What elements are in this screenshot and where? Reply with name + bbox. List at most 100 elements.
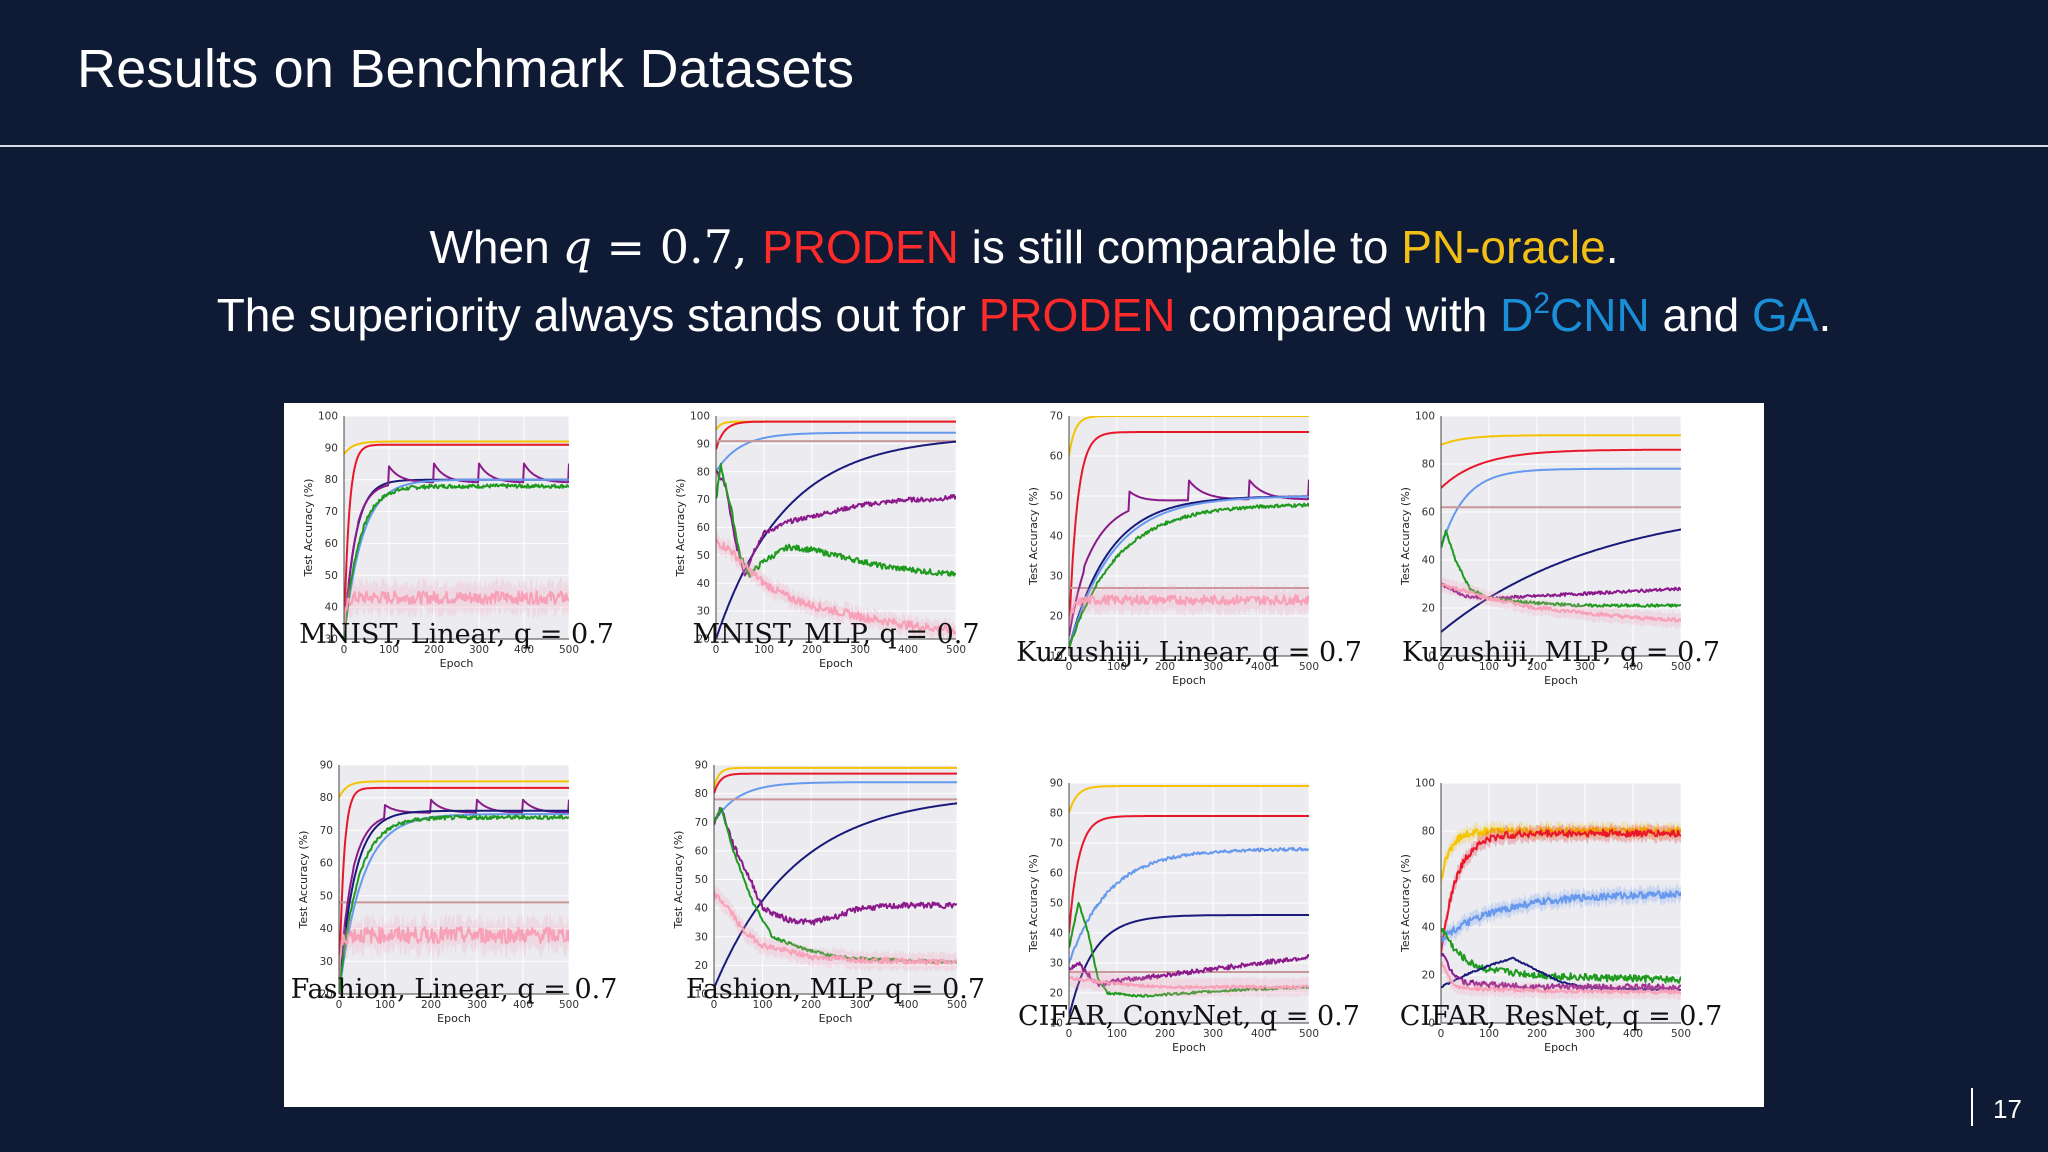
y-tick-label: 70 <box>320 825 333 837</box>
series-line-pink <box>714 891 957 966</box>
series-line-red <box>1069 431 1309 637</box>
y-tick-label: 70 <box>695 817 708 829</box>
chart-4: 0 20 40 60 80 100 0 100 200 300 400 500 Epoch Test Ac… <box>1399 411 1720 688</box>
subtitle-line-2: The superiority always stands out for PR… <box>0 288 2048 342</box>
x-tick-label: 200 <box>421 999 441 1011</box>
chart-caption: Kuzushiji, Linear, q = 0.7 <box>1016 637 1362 668</box>
x-tick-label: 300 <box>1203 661 1223 673</box>
y-tick-label: 0 <box>1428 651 1435 663</box>
chart-8: 0 20 40 60 80 100 0 100 200 300 400 500 Epoch Test Ac… <box>1399 778 1722 1055</box>
series-line-yellow <box>339 780 569 799</box>
x-axis-label: Epoch <box>1172 674 1206 687</box>
series-band-pink <box>1441 575 1681 629</box>
x-tick-label: 400 <box>514 644 534 656</box>
math-equals: = 0.7, <box>591 220 763 274</box>
x-tick-label: 0 <box>341 644 348 656</box>
series-line-pink <box>716 538 956 635</box>
series-line-navy <box>339 809 569 994</box>
x-tick-label: 500 <box>946 644 966 656</box>
y-tick-label: 40 <box>325 602 338 614</box>
y-tick-label: 100 <box>318 411 338 423</box>
y-tick-label: 40 <box>697 578 710 590</box>
pn-oracle-label: PN-oracle <box>1401 221 1606 273</box>
y-tick-label: 70 <box>1050 411 1063 423</box>
page-number-divider <box>1971 1088 1973 1126</box>
series-group <box>1441 820 1681 1001</box>
y-tick-label: 90 <box>697 438 710 450</box>
y-axis-label: Test Accuracy (%) <box>297 831 310 930</box>
chart-6: 10 20 30 40 50 60 70 80 90 0 100 200 300 400 500 Epoch T… <box>672 760 985 1026</box>
series-line-green <box>339 814 569 994</box>
subtitle-text: The superiority always stands out for <box>216 289 979 341</box>
x-tick-label: 500 <box>1299 1028 1319 1040</box>
slide-title: Results on Benchmark Datasets <box>77 39 855 99</box>
y-tick-label: 80 <box>1050 808 1063 820</box>
series-band-pink <box>714 883 957 974</box>
x-tick-label: 500 <box>1671 661 1691 673</box>
series-line-red <box>1069 815 1309 934</box>
x-tick-label: 0 <box>1438 1028 1445 1040</box>
x-tick-label: 200 <box>1527 1028 1547 1040</box>
y-tick-label: 80 <box>320 792 333 804</box>
y-tick-label: 70 <box>697 494 710 506</box>
chart-caption: MNIST, Linear, q = 0.7 <box>299 619 614 650</box>
y-tick-label: 20 <box>1422 970 1435 982</box>
y-tick-label: 30 <box>325 634 338 646</box>
y-tick-label: 30 <box>697 606 710 618</box>
subtitle-text: compared with <box>1175 289 1501 341</box>
plot-area <box>1441 416 1681 656</box>
series-line-green <box>1069 502 1309 648</box>
y-tick-label: 20 <box>697 634 710 646</box>
y-axis-label: Test Accuracy (%) <box>1399 854 1412 953</box>
x-tick-label: 200 <box>802 644 822 656</box>
y-tick-label: 10 <box>695 989 708 1001</box>
y-tick-label: 50 <box>695 874 708 886</box>
x-tick-label: 0 <box>1438 661 1445 673</box>
subtitle-line-1: When q = 0.7, PRODEN is still comparable… <box>0 220 2048 274</box>
series-line-pink <box>1441 582 1681 623</box>
chart-caption: Kuzushiji, MLP, q = 0.7 <box>1402 637 1720 668</box>
y-tick-label: 100 <box>690 411 710 423</box>
y-tick-label: 70 <box>1050 838 1063 850</box>
x-axis-label: Epoch <box>440 657 474 670</box>
chart-caption: Fashion, Linear, q = 0.7 <box>291 974 618 1005</box>
x-tick-label: 100 <box>375 999 395 1011</box>
x-tick-label: 200 <box>1155 661 1175 673</box>
y-tick-label: 0 <box>1428 1018 1435 1030</box>
x-tick-label: 100 <box>1479 661 1499 673</box>
x-tick-label: 500 <box>1299 661 1319 673</box>
chart-caption: CIFAR, ResNet, q = 0.7 <box>1400 1001 1723 1032</box>
y-tick-label: 90 <box>325 442 338 454</box>
series-line-yellow <box>1069 785 1309 814</box>
y-tick-label: 30 <box>320 956 333 968</box>
y-tick-label: 60 <box>1050 451 1063 463</box>
y-tick-label: 80 <box>695 788 708 800</box>
x-tick-label: 400 <box>1623 1028 1643 1040</box>
x-tick-label: 100 <box>1107 661 1127 673</box>
y-tick-label: 60 <box>1422 874 1435 886</box>
y-tick-label: 80 <box>697 466 710 478</box>
y-axis-label: Test Accuracy (%) <box>1027 487 1040 586</box>
series-line-red <box>1441 828 1681 954</box>
x-tick-label: 200 <box>1155 1028 1175 1040</box>
series-group <box>339 780 569 994</box>
y-tick-label: 30 <box>1050 958 1063 970</box>
x-tick-label: 200 <box>1527 661 1547 673</box>
x-tick-label: 400 <box>1251 1028 1271 1040</box>
page-number: 17 <box>1993 1094 2022 1124</box>
y-tick-label: 50 <box>697 550 710 562</box>
y-tick-label: 40 <box>1050 531 1063 543</box>
series-line-navy <box>714 802 957 989</box>
y-tick-label: 60 <box>1422 507 1435 519</box>
y-tick-label: 60 <box>320 858 333 870</box>
y-tick-label: 30 <box>1050 571 1063 583</box>
x-axis-label: Epoch <box>1544 1041 1578 1054</box>
series-band-lightblue <box>1441 884 1681 949</box>
x-tick-label: 100 <box>1107 1028 1127 1040</box>
x-axis-label: Epoch <box>819 657 853 670</box>
y-tick-label: 40 <box>1050 928 1063 940</box>
x-axis-label: Epoch <box>819 1012 853 1025</box>
results-figure-grid: 30 40 50 60 70 80 90 100 0 100 200 300 400 500 Epoch Te… <box>284 403 1764 1107</box>
y-tick-label: 40 <box>695 903 708 915</box>
